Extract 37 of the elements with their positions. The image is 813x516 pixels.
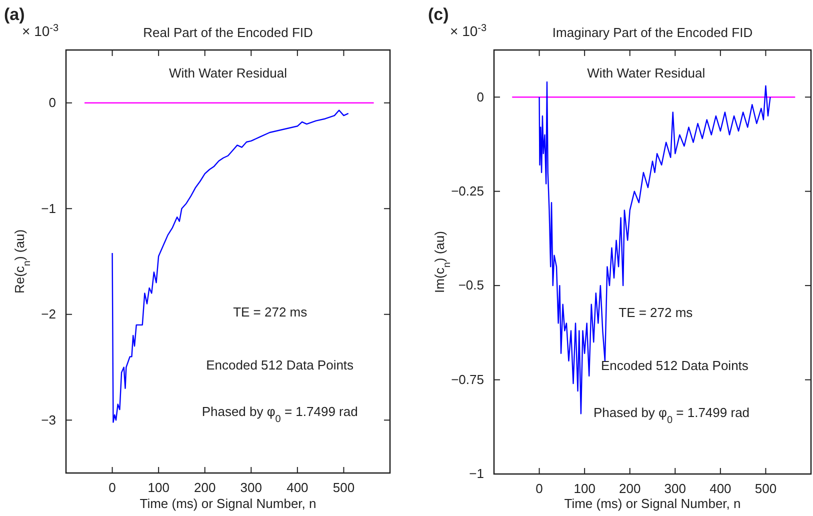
x-tick-label: 300: [240, 480, 262, 496]
text: × 10$^{-3}$: [450, 22, 487, 39]
x-axis-title: Time (ms) or Signal Number, n: [564, 496, 741, 511]
annotation: TE = 272 ms: [618, 305, 694, 320]
y-tick-label: −0.5: [458, 278, 484, 293]
chart-title: Imaginary Part of the Encoded FID: [552, 25, 753, 40]
x-tick-label: 200: [194, 480, 216, 496]
x-tick-label: 400: [710, 481, 732, 496]
y-tick-label: −2: [41, 306, 56, 322]
x-tick-label: 400: [286, 480, 308, 496]
y-tick-label: 0: [48, 95, 56, 110]
text: (c): [428, 5, 449, 24]
y-tick-label: −0.75: [451, 372, 484, 387]
y-tick-label: −1: [469, 466, 484, 482]
annotation: Encoded 512 Data Points: [600, 358, 749, 374]
y-tick-label: 0: [476, 89, 484, 104]
x-tick-label: 300: [664, 481, 686, 496]
text: × 10$^{-3}$: [22, 22, 59, 39]
annotation: TE = 272 ms: [233, 304, 308, 320]
x-tick-label: 500: [754, 481, 777, 496]
text: (a): [4, 5, 25, 24]
x-tick-label: 0: [536, 481, 543, 496]
y-tick-label: −3: [41, 412, 56, 428]
chart-title: Real Part of the Encoded FID: [143, 25, 313, 40]
x-tick-label: 100: [574, 481, 596, 496]
x-tick-label: 100: [148, 480, 170, 496]
annotation: Encoded 512 Data Points: [206, 357, 354, 372]
annotation: Phased by φ$_{0}$ = 1.7499 rad: [202, 404, 358, 424]
annotation: Phased by φ$_{0}$ = 1.7499 rad: [594, 404, 750, 426]
annotation: With Water Residual: [587, 66, 706, 81]
y-tick-label: −0.25: [451, 183, 484, 198]
x-tick-label: 200: [619, 481, 641, 496]
x-axis-title: Time (ms) or Signal Number, n: [140, 496, 316, 511]
x-tick-label: 0: [108, 480, 116, 496]
x-tick-label: 500: [332, 480, 355, 496]
y-tick-label: −1: [41, 200, 56, 216]
annotation: With Water Residual: [169, 65, 288, 80]
